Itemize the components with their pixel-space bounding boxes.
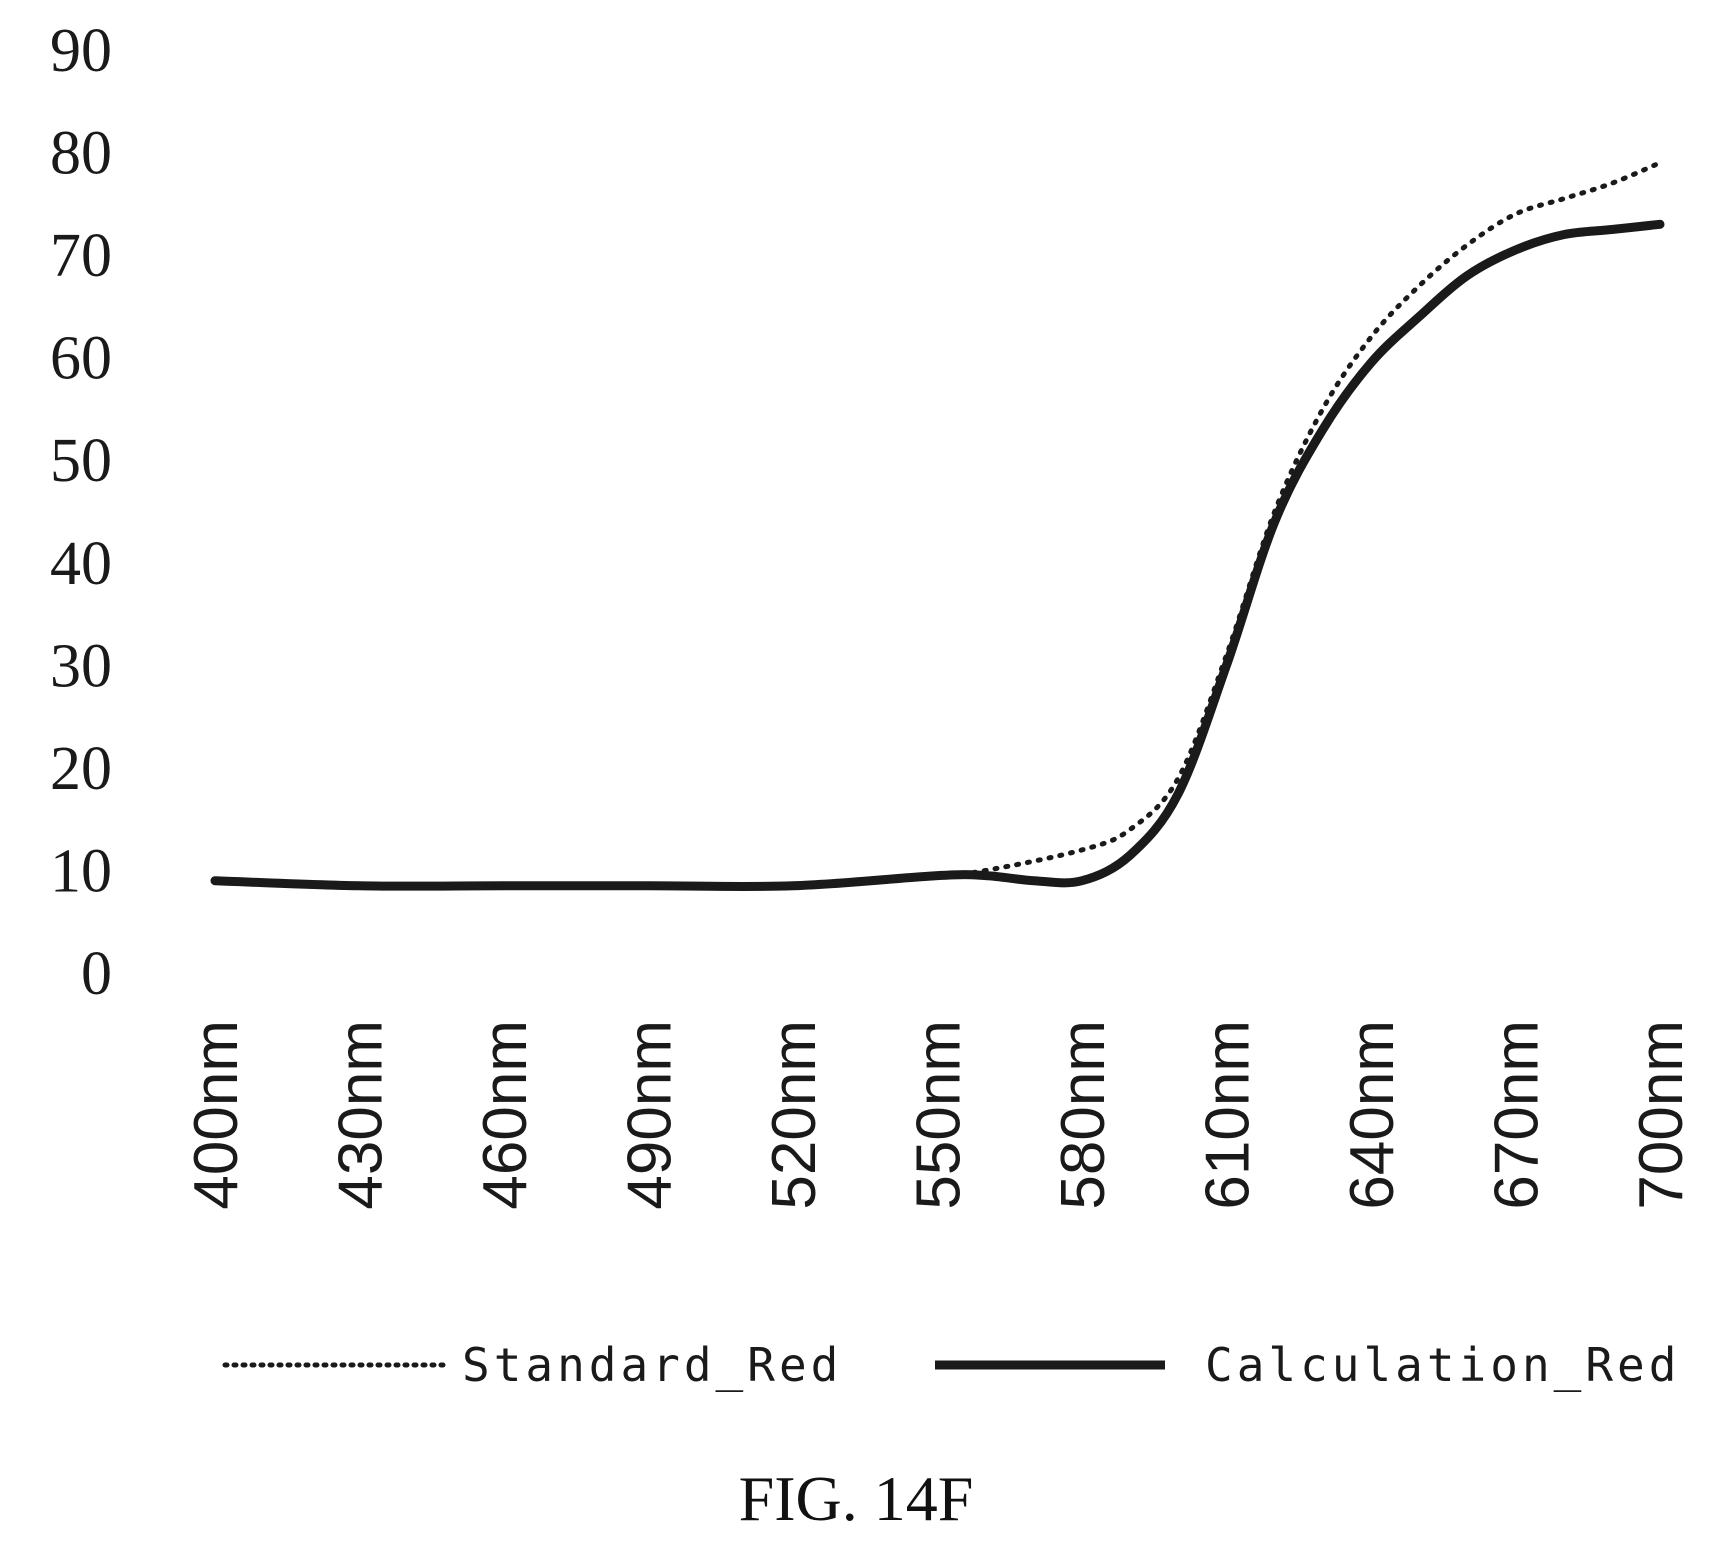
x-tick-label: 490nm (616, 1020, 685, 1210)
figure-caption: FIG. 14F (739, 1463, 974, 1534)
x-tick-label: 700nm (1627, 1020, 1696, 1210)
y-tick-label: 40 (50, 530, 112, 598)
x-tick-label: 400nm (182, 1020, 251, 1210)
legend-label-standard-red: Standard_Red (462, 1338, 842, 1392)
y-axis-ticks: 0 10 20 30 40 50 60 70 80 90 (50, 17, 112, 1008)
y-tick-label: 50 (50, 427, 112, 495)
x-tick-label: 640nm (1338, 1020, 1407, 1210)
y-tick-label: 70 (50, 222, 112, 290)
x-tick-label: 430nm (327, 1020, 396, 1210)
y-tick-label: 0 (81, 940, 112, 1008)
series-line-calculation-red (210, 219, 1665, 892)
x-tick-label: 460nm (471, 1020, 540, 1210)
x-tick-label: 670nm (1483, 1020, 1552, 1210)
x-tick-label: 520nm (760, 1020, 829, 1210)
y-tick-label: 80 (50, 120, 112, 188)
x-tick-label: 580nm (1049, 1020, 1118, 1210)
x-tick-label: 550nm (905, 1020, 974, 1210)
y-tick-label: 60 (50, 325, 112, 393)
y-tick-label: 30 (50, 632, 112, 700)
y-tick-label: 20 (50, 735, 112, 803)
legend: Standard_Red Calculation_Red (222, 1338, 1680, 1392)
x-axis-ticks: 400nm 430nm 460nm 490nm 520nm 550nm 580nm 610nm… (182, 1020, 1696, 1210)
plot-lines (210, 160, 1665, 892)
x-tick-label: 610nm (1194, 1020, 1263, 1210)
y-tick-label: 10 (50, 837, 112, 905)
series-line-standard-red (212, 160, 1663, 890)
y-tick-label: 90 (50, 17, 112, 85)
legend-label-calculation-red: Calculation_Red (1205, 1338, 1680, 1392)
